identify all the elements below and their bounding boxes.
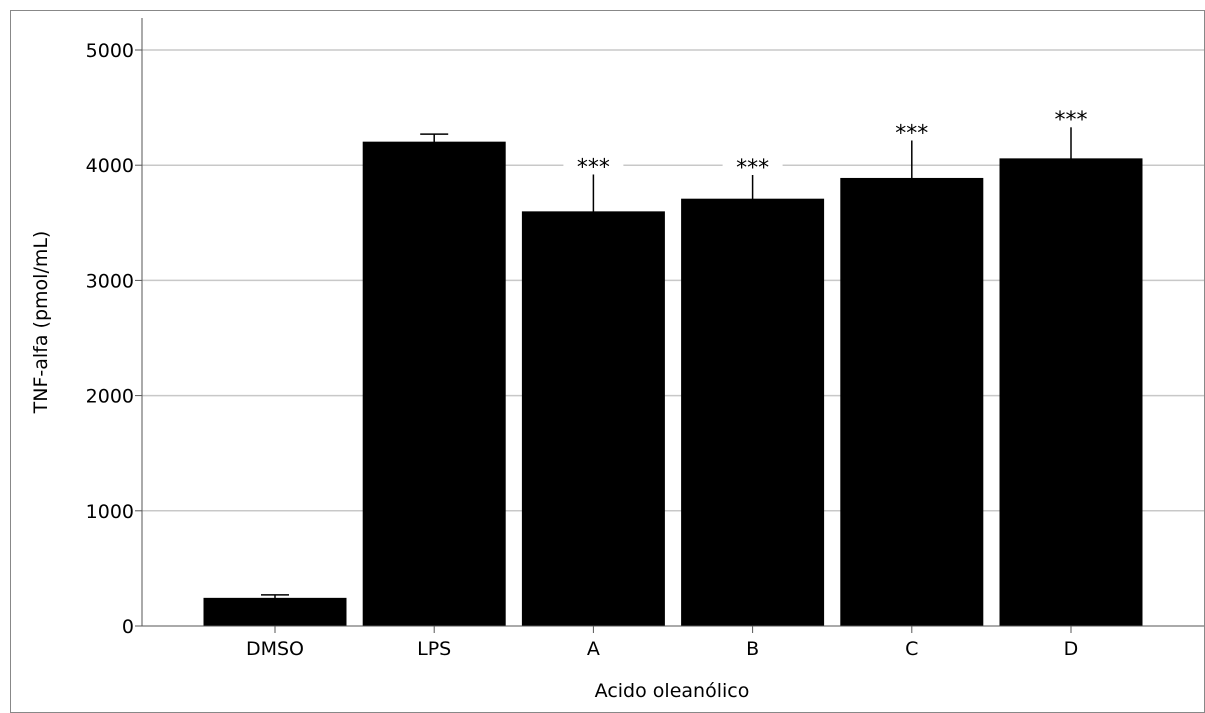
bar-a <box>521 211 665 627</box>
y-tick-label: 4000 <box>86 155 134 177</box>
bar-dmso <box>203 597 347 627</box>
x-tick-label-dmso: DMSO <box>246 638 304 660</box>
y-tick-label: 2000 <box>86 386 134 408</box>
x-tick-label-c: C <box>905 638 918 660</box>
significance-label-d: *** <box>1055 108 1088 133</box>
significance-labels: *** *** *** *** <box>563 103 1101 181</box>
y-tick-label: 1000 <box>86 501 134 523</box>
bars <box>203 141 1143 627</box>
x-tick-label-a: A <box>587 638 600 660</box>
significance-label-c: *** <box>895 121 928 146</box>
x-tick-label-d: D <box>1064 638 1079 660</box>
y-tick-label: 5000 <box>86 40 134 62</box>
significance-bg <box>563 150 624 175</box>
x-axis-title: Acido oleanólico <box>595 680 750 702</box>
significance-label-b: *** <box>736 156 769 181</box>
bar-lps <box>362 141 506 627</box>
bar-d <box>999 158 1143 627</box>
y-tick-label: 0 <box>122 616 134 638</box>
y-axis-title: TNF-alfa (pmol/mL) <box>30 231 52 415</box>
x-axis-ticks: DMSO LPS A B C D <box>246 626 1078 660</box>
bar-b <box>681 198 825 627</box>
bar-c <box>840 177 984 627</box>
significance-bg <box>722 150 783 175</box>
significance-bg <box>881 116 942 141</box>
y-axis-ticks: 0 1000 2000 3000 4000 5000 <box>86 40 142 638</box>
x-tick-label-lps: LPS <box>417 638 451 660</box>
significance-label-a: *** <box>577 155 610 180</box>
error-bars <box>261 127 1072 599</box>
x-tick-label-b: B <box>746 638 759 660</box>
y-tick-label: 3000 <box>86 270 134 292</box>
significance-bg <box>1041 103 1101 128</box>
